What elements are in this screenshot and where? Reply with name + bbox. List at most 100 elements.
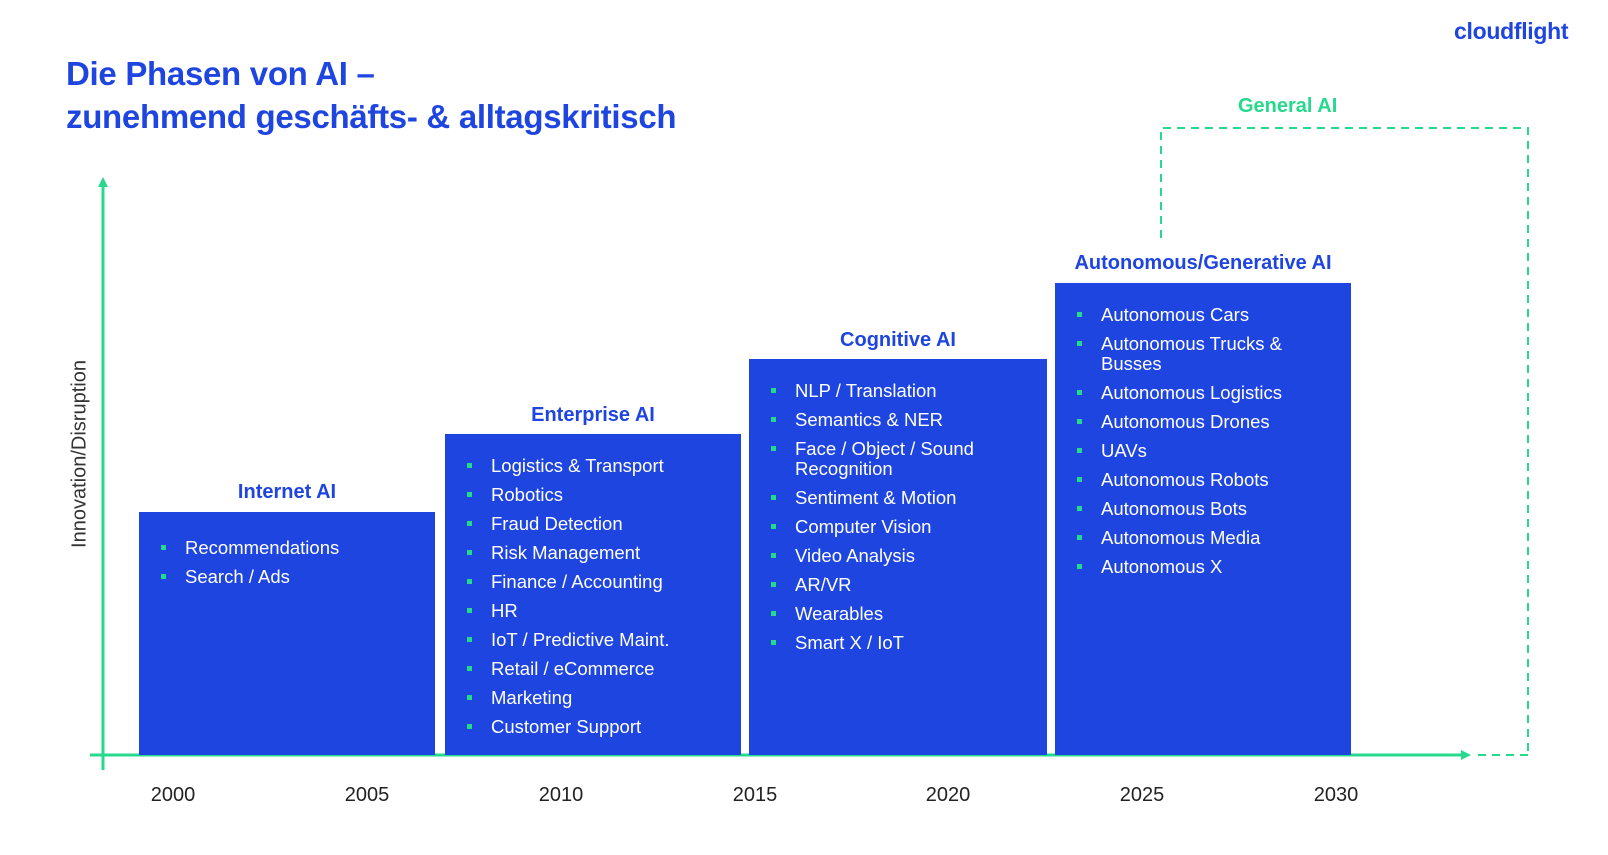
phase-item: AR/VR — [769, 575, 1027, 595]
phase-item-label: Autonomous Drones — [1101, 411, 1270, 432]
bullet-icon — [161, 545, 166, 550]
phase-item: Semantics & NER — [769, 410, 1027, 430]
phase-item: Autonomous Logistics — [1075, 383, 1331, 403]
phase-title-enterprise-ai: Enterprise AI — [531, 404, 655, 426]
page-title: Die Phasen von AI – zunehmend geschäfts-… — [66, 52, 677, 138]
phase-item-label: IoT / Predictive Maint. — [491, 629, 670, 650]
phase-item: Customer Support — [465, 717, 721, 737]
phase-list: Autonomous Cars Autonomous Trucks & Busse… — [1075, 305, 1331, 577]
bullet-icon — [467, 521, 472, 526]
bullet-icon — [771, 417, 776, 422]
phase-item-label: Autonomous Trucks & Busses — [1101, 333, 1282, 374]
phase-item: Logistics & Transport — [465, 456, 721, 476]
bullet-icon — [1077, 535, 1082, 540]
phase-item: Search / Ads — [159, 567, 415, 587]
cloudflight-logo: cloudflight — [1454, 18, 1569, 44]
phase-item: Wearables — [769, 604, 1027, 624]
phase-title-internet-ai: Internet AI — [237, 481, 337, 503]
bullet-icon — [467, 724, 472, 729]
phase-item: HR — [465, 601, 721, 621]
phase-item: Robotics — [465, 485, 721, 505]
phase-item-label: Autonomous Bots — [1101, 498, 1248, 519]
bullet-icon — [467, 550, 472, 555]
phase-item: NLP / Translation — [769, 381, 1027, 401]
bullet-icon — [467, 637, 472, 642]
general-ai-bracket — [1160, 127, 1529, 755]
year-2030: 2030 — [1313, 784, 1359, 806]
title-line-1: Die Phasen von AI – — [66, 55, 375, 92]
phase-item: Marketing — [465, 688, 721, 708]
phase-item-label: HR — [491, 600, 518, 621]
y-axis-label: Innovation/Disruption — [68, 360, 91, 548]
phase-item-label: Autonomous Logistics — [1101, 382, 1282, 403]
phase-item: Sentiment & Motion — [769, 488, 1027, 508]
phase-item-label: Search / Ads — [185, 566, 290, 587]
year-2005: 2005 — [344, 784, 390, 806]
phase-list: Logistics & Transport Robotics Fraud Detec… — [465, 456, 721, 737]
phase-list: Recommendations Search / Ads — [159, 538, 415, 587]
phase-box-cognitive-ai: NLP / Translation Semantics & NER Face / O… — [749, 359, 1047, 755]
phase-item: Autonomous X — [1075, 557, 1331, 577]
phase-item: Autonomous Trucks & Busses — [1075, 334, 1331, 374]
bullet-icon — [1077, 341, 1082, 346]
phase-item-label: Wearables — [795, 603, 884, 624]
bullet-icon — [1077, 390, 1082, 395]
bullet-icon — [771, 611, 776, 616]
bullet-icon — [1077, 312, 1082, 317]
general-ai-label: General AI — [1238, 95, 1338, 117]
phase-item-label: Face / Object / Sound Recognition — [795, 438, 974, 479]
phase-item-label: Marketing — [491, 687, 573, 708]
phase-item-label: Autonomous Robots — [1101, 469, 1269, 490]
phase-item: Autonomous Robots — [1075, 470, 1331, 490]
bullet-icon — [1077, 506, 1082, 511]
bullet-icon — [1077, 564, 1082, 569]
phase-item-label: Autonomous Media — [1101, 527, 1261, 548]
bullet-icon — [467, 666, 472, 671]
phase-item-label: AR/VR — [795, 574, 852, 595]
title-line-2: zunehmend geschäfts- & alltagskritisch — [66, 98, 677, 135]
phase-item: Finance / Accounting — [465, 572, 721, 592]
phase-item-label: Fraud Detection — [491, 513, 623, 534]
phase-box-autonomous-generative-ai: Autonomous Cars Autonomous Trucks & Busse… — [1055, 283, 1351, 755]
bullet-icon — [771, 524, 776, 529]
year-2010: 2010 — [538, 784, 584, 806]
phase-item: Video Analysis — [769, 546, 1027, 566]
bullet-icon — [1077, 477, 1082, 482]
phase-item-label: Sentiment & Motion — [795, 487, 957, 508]
bullet-icon — [771, 640, 776, 645]
bullet-icon — [467, 492, 472, 497]
phase-item: Recommendations — [159, 538, 415, 558]
year-2015: 2015 — [732, 784, 778, 806]
phase-item-label: Retail / eCommerce — [491, 658, 655, 679]
phase-item: Risk Management — [465, 543, 721, 563]
phase-item-label: Autonomous X — [1101, 556, 1223, 577]
bullet-icon — [771, 495, 776, 500]
phase-title-cognitive-ai: Cognitive AI — [840, 329, 956, 351]
phase-item-label: Robotics — [491, 484, 563, 505]
bullet-icon — [467, 608, 472, 613]
phase-item: Smart X / IoT — [769, 633, 1027, 653]
phase-item-label: Computer Vision — [795, 516, 932, 537]
bullet-icon — [467, 695, 472, 700]
phase-item: Autonomous Media — [1075, 528, 1331, 548]
bullet-icon — [467, 463, 472, 468]
phase-list: NLP / Translation Semantics & NER Face / O… — [769, 381, 1027, 653]
phase-item-label: UAVs — [1101, 440, 1147, 461]
phase-item-label: Video Analysis — [795, 545, 915, 566]
phase-item: Autonomous Drones — [1075, 412, 1331, 432]
phase-item: Computer Vision — [769, 517, 1027, 537]
phase-item-label: Autonomous Cars — [1101, 304, 1250, 325]
bullet-icon — [1077, 448, 1082, 453]
phase-item-label: Finance / Accounting — [491, 571, 663, 592]
phase-item-label: NLP / Translation — [795, 380, 937, 401]
bullet-icon — [771, 582, 776, 587]
bullet-icon — [771, 388, 776, 393]
phase-item-label: Semantics & NER — [795, 409, 944, 430]
bullet-icon — [771, 553, 776, 558]
phase-item-label: Customer Support — [491, 716, 642, 737]
phase-item: Face / Object / Sound Recognition — [769, 439, 1027, 479]
phase-item-label: Risk Management — [491, 542, 641, 563]
bullet-icon — [771, 446, 776, 451]
phase-box-enterprise-ai: Logistics & Transport Robotics Fraud Detec… — [445, 434, 741, 755]
